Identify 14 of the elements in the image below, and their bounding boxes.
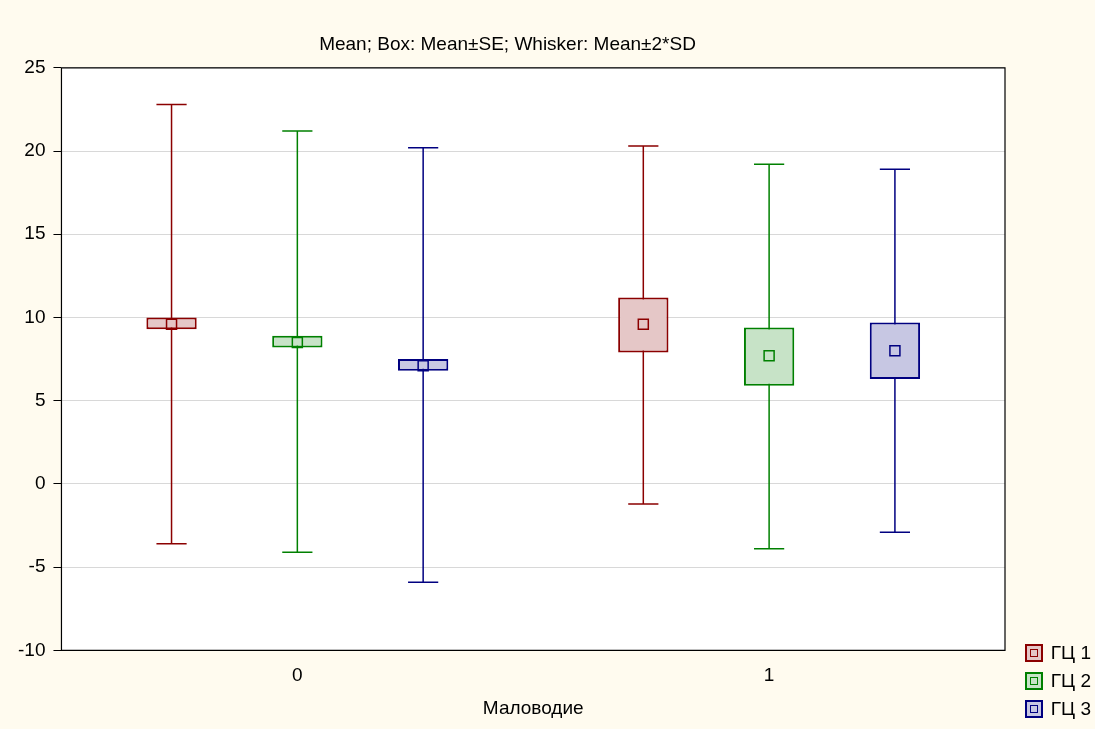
- y-tick-label: -5: [28, 555, 46, 577]
- chart-title: Mean; Box: Mean±SE; Whisker: Mean±2*SD: [319, 32, 696, 54]
- legend-label: ГЦ 3: [1050, 698, 1091, 720]
- legend-label: ГЦ 1: [1050, 642, 1091, 664]
- y-tick-label: -10: [17, 638, 46, 660]
- y-tick-label: 5: [34, 388, 46, 410]
- x-tick-label: 1: [763, 664, 775, 686]
- y-tick-label: 0: [34, 472, 46, 494]
- y-tick-label: 20: [24, 139, 46, 161]
- y-tick-label: 25: [24, 56, 46, 78]
- legend-label: ГЦ 2: [1050, 670, 1091, 692]
- y-tick-label: 10: [24, 305, 46, 327]
- x-axis-title: Маловодие: [482, 696, 584, 718]
- y-tick-label: 15: [24, 222, 46, 244]
